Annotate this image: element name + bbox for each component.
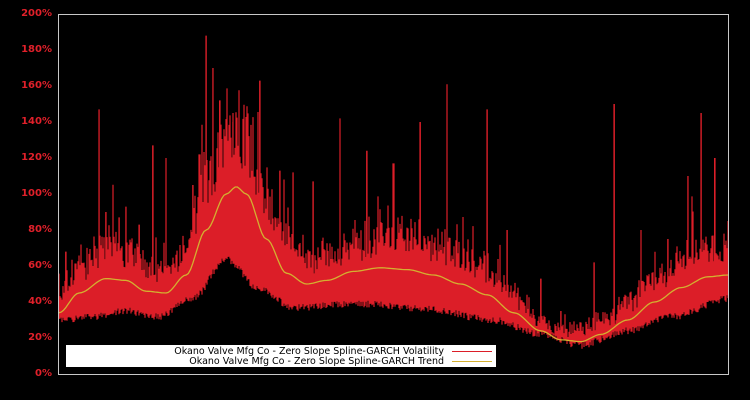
volatility-series bbox=[58, 35, 729, 349]
y-tick-label: 40% bbox=[28, 296, 52, 307]
legend-swatch-red bbox=[452, 351, 492, 352]
legend-item-volatility: Okano Valve Mfg Co - Zero Slope Spline-G… bbox=[174, 346, 492, 357]
y-tick-label: 180% bbox=[21, 44, 52, 55]
trend-series bbox=[58, 186, 729, 343]
legend-label: Okano Valve Mfg Co - Zero Slope Spline-G… bbox=[189, 356, 444, 367]
y-tick-label: 160% bbox=[21, 80, 52, 91]
plot-frame bbox=[58, 14, 729, 375]
y-tick-label: 200% bbox=[21, 8, 52, 19]
y-tick-label: 140% bbox=[21, 116, 52, 127]
y-tick-label: 100% bbox=[21, 188, 52, 199]
legend: Okano Valve Mfg Co - Zero Slope Spline-G… bbox=[66, 345, 496, 367]
legend-swatch-yellow bbox=[452, 361, 492, 362]
y-tick-label: 20% bbox=[28, 332, 52, 343]
y-tick-label: 0% bbox=[35, 368, 52, 379]
legend-item-trend: Okano Valve Mfg Co - Zero Slope Spline-G… bbox=[189, 356, 492, 367]
y-tick-label: 120% bbox=[21, 152, 52, 163]
y-tick-label: 60% bbox=[28, 260, 52, 271]
y-tick-label: 80% bbox=[28, 224, 52, 235]
legend-label: Okano Valve Mfg Co - Zero Slope Spline-G… bbox=[174, 346, 444, 357]
